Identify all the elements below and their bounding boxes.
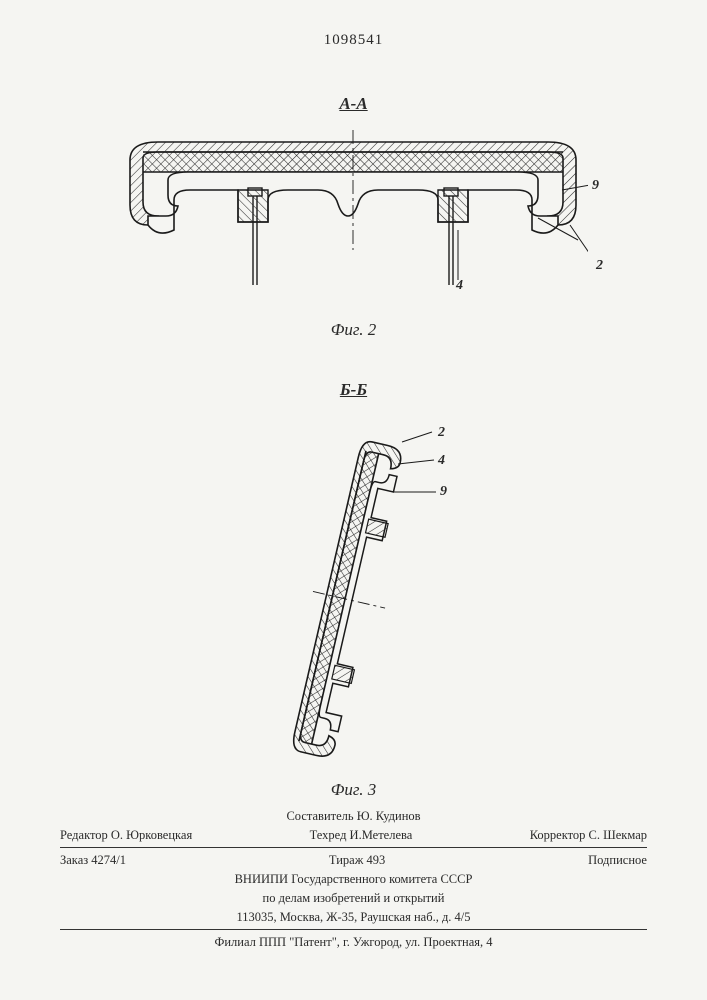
callout-2-fig3: 2	[438, 425, 445, 441]
org-line-2: по делам изобретений и открытий	[60, 889, 647, 908]
editor-line: Редактор О. Юрковецкая	[60, 826, 192, 845]
fig2-caption: Фиг. 2	[331, 320, 377, 340]
callout-9-fig2: 9	[592, 178, 599, 194]
figure-2	[118, 130, 588, 310]
branch-line: Филиал ППП "Патент", г. Ужгород, ул. Про…	[60, 933, 647, 952]
doc-number: 1098541	[324, 32, 384, 49]
section-label-aa: А-А	[339, 94, 367, 114]
figure-3	[230, 420, 470, 780]
callout-2-fig2: 2	[596, 258, 603, 274]
divider	[60, 929, 647, 930]
tirage-line: Тираж 493	[329, 851, 385, 870]
divider	[60, 847, 647, 848]
compiler-line: Составитель Ю. Кудинов	[60, 807, 647, 826]
tech-line: Техред И.Метелева	[310, 826, 413, 845]
fig3-caption: Фиг. 3	[331, 780, 377, 800]
callout-4-fig2: 4	[456, 278, 463, 294]
callout-9-fig3: 9	[440, 484, 447, 500]
org-line-1: ВНИИПИ Государственного комитета СССР	[60, 870, 647, 889]
sign-line: Подписное	[588, 851, 647, 870]
corrector-line: Корректор С. Шекмар	[530, 826, 647, 845]
footer-block: Составитель Ю. Кудинов Редактор О. Юрков…	[60, 807, 647, 952]
section-label-bb: Б-Б	[340, 380, 367, 400]
addr-line: 113035, Москва, Ж-35, Раушская наб., д. …	[60, 908, 647, 927]
callout-4-fig3: 4	[438, 453, 445, 469]
order-line: Заказ 4274/1	[60, 851, 126, 870]
